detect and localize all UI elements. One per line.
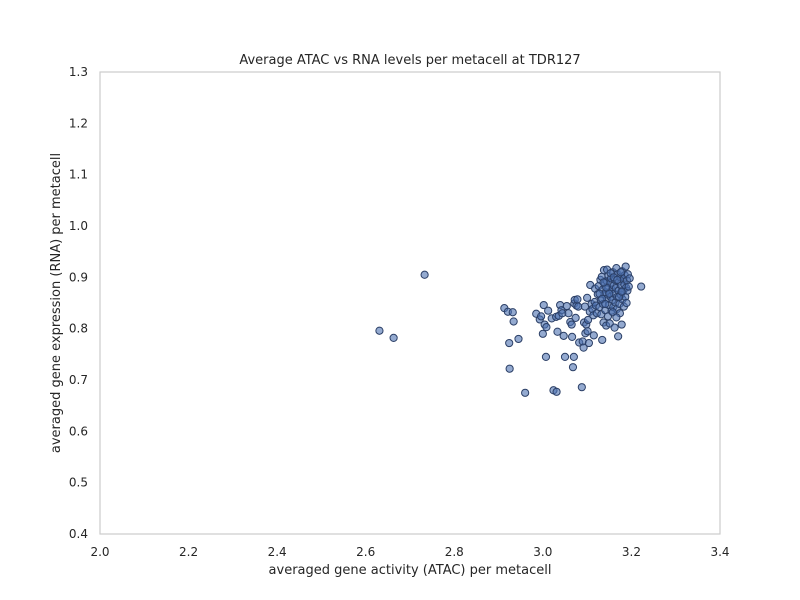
data-point	[583, 315, 593, 325]
y-axis-ticks: 0.4 0.5 0.6 0.7 0.8 0.9 1.0 1.1 1.2 1.3	[69, 65, 88, 541]
x-tick-label: 3.2	[622, 545, 641, 559]
x-tick-label: 2.6	[356, 545, 375, 559]
y-tick-label: 0.6	[69, 424, 88, 438]
data-point	[508, 308, 517, 317]
data-point	[589, 331, 598, 340]
points-layer	[375, 262, 646, 397]
y-tick-label: 1.1	[69, 168, 88, 182]
data-point	[560, 352, 570, 361]
x-tick-label: 2.2	[179, 545, 198, 559]
y-tick-label: 0.5	[69, 476, 88, 490]
data-point	[610, 323, 619, 332]
data-point	[621, 262, 630, 271]
chart-title: Average ATAC vs RNA levels per metacell …	[239, 53, 580, 68]
data-point	[567, 320, 576, 329]
data-point	[571, 313, 580, 322]
y-axis-label: averaged gene expression (RNA) per metac…	[49, 153, 64, 453]
data-point	[579, 343, 588, 352]
data-point	[601, 299, 610, 309]
data-point	[625, 274, 634, 283]
x-axis-label: averaged gene activity (ATAC) per metace…	[269, 563, 552, 578]
data-point	[577, 383, 586, 392]
data-point	[583, 327, 592, 336]
y-tick-label: 0.8	[69, 322, 88, 336]
data-point	[569, 352, 578, 361]
data-point	[509, 317, 518, 326]
data-point	[599, 278, 608, 287]
x-axis-ticks: 2.0 2.2 2.4 2.6 2.8 3.0 3.2 3.4	[90, 545, 729, 559]
y-tick-label: 1.3	[69, 65, 88, 79]
data-point	[583, 293, 592, 302]
data-point	[584, 338, 594, 348]
data-point	[375, 326, 384, 335]
data-point	[542, 323, 551, 332]
x-tick-label: 2.0	[90, 545, 109, 559]
data-point	[616, 268, 625, 277]
data-point	[617, 287, 626, 296]
data-point	[568, 363, 578, 372]
data-point	[541, 352, 551, 361]
x-tick-label: 2.4	[268, 545, 287, 559]
data-point	[539, 300, 548, 310]
data-point	[614, 332, 623, 341]
data-point	[538, 329, 547, 338]
y-tick-label: 0.4	[69, 527, 88, 541]
data-point	[598, 335, 607, 345]
data-point	[612, 313, 621, 322]
data-point	[567, 332, 577, 341]
data-point	[617, 320, 626, 329]
data-point	[420, 270, 429, 279]
data-point	[552, 387, 561, 396]
data-point	[536, 312, 546, 321]
data-point	[553, 327, 562, 336]
y-tick-label: 1.0	[69, 219, 88, 233]
data-point	[573, 295, 582, 304]
data-point	[521, 388, 530, 397]
y-tick-label: 1.2	[69, 116, 88, 130]
data-point	[559, 331, 568, 340]
data-point	[622, 298, 631, 308]
plot-frame	[99, 71, 721, 535]
y-tick-label: 0.9	[69, 270, 88, 284]
y-tick-label: 0.7	[69, 373, 88, 387]
data-point	[624, 282, 633, 291]
data-point	[505, 338, 514, 348]
data-point	[544, 306, 553, 315]
x-tick-label: 3.4	[710, 545, 729, 559]
data-point	[613, 275, 622, 284]
data-point	[562, 301, 571, 311]
data-point	[564, 309, 573, 318]
data-point	[505, 364, 514, 373]
data-point	[637, 282, 646, 291]
data-point	[514, 334, 523, 344]
data-point	[574, 302, 583, 311]
data-point	[389, 333, 398, 343]
x-tick-label: 2.8	[445, 545, 464, 559]
x-tick-label: 3.0	[533, 545, 552, 559]
